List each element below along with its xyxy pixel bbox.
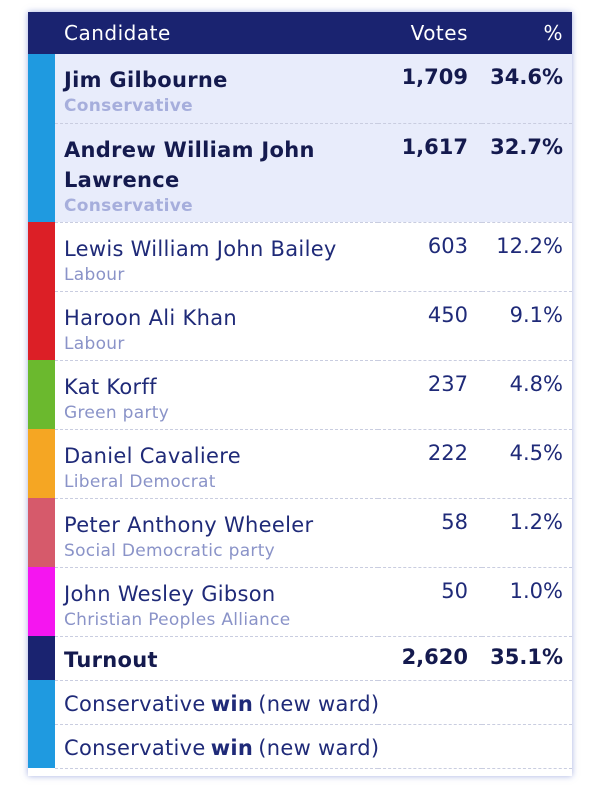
party-color-bar <box>28 567 55 636</box>
candidate-name: Jim Gilbourne <box>64 68 228 92</box>
candidate-party: Labour <box>64 333 125 354</box>
table-row: Peter Anthony Wheeler Social Democratic … <box>28 498 572 568</box>
result-win-label: win <box>210 735 254 760</box>
candidate-name: Kat Korff <box>64 374 157 399</box>
table-header-row: Candidate Votes % <box>28 12 572 54</box>
candidate-party: Conservative <box>64 195 194 216</box>
turnout-row: Turnout 2,620 35.1% <box>28 636 572 681</box>
candidate-cell: Daniel Cavaliere Liberal Democrat <box>55 429 378 499</box>
table-row: Kat Korff Green party 237 4.8% <box>28 360 572 430</box>
candidate-cell: Lewis William John Bailey Labour <box>55 222 378 292</box>
result-cell: Conservative win (new ward) <box>55 680 572 725</box>
candidate-name: Daniel Cavaliere <box>64 443 241 468</box>
candidate-votes: 237 <box>378 360 482 430</box>
table-row: Lewis William John Bailey Labour 603 12.… <box>28 222 572 292</box>
header-percent: % <box>482 12 572 54</box>
result-party: Conservative <box>64 735 206 760</box>
candidate-party: Christian Peoples Alliance <box>64 609 291 630</box>
header-votes: Votes <box>378 12 482 54</box>
table-row: Daniel Cavaliere Liberal Democrat 222 4.… <box>28 429 572 499</box>
candidate-party: Social Democratic party <box>64 540 276 561</box>
candidate-name: Lewis William John Bailey <box>64 236 337 261</box>
candidate-votes: 1,617 <box>378 123 482 223</box>
party-color-bar <box>28 222 55 291</box>
candidate-name: Peter Anthony Wheeler <box>64 512 314 537</box>
candidate-cell: Peter Anthony Wheeler Social Democratic … <box>55 498 378 568</box>
candidate-votes: 58 <box>378 498 482 568</box>
candidate-party: Labour <box>64 264 125 285</box>
candidate-party: Liberal Democrat <box>64 471 216 492</box>
election-results-table: Candidate Votes % Jim Gilbourne Conserva… <box>28 12 572 769</box>
candidate-cell: Jim Gilbourne Conservative <box>55 54 378 124</box>
table-row: Andrew William John Lawrence Conservativ… <box>28 123 572 223</box>
candidate-votes: 603 <box>378 222 482 292</box>
candidate-party: Green party <box>64 402 170 423</box>
result-color-bar <box>28 680 55 724</box>
candidate-percent: 32.7% <box>482 123 572 223</box>
candidate-name: Haroon Ali Khan <box>64 305 237 330</box>
result-row: Conservative win (new ward) <box>28 724 572 769</box>
election-results-box: Candidate Votes % Jim Gilbourne Conserva… <box>28 12 572 776</box>
candidate-cell: Andrew William John Lawrence Conservativ… <box>55 123 378 223</box>
candidate-percent: 1.2% <box>482 498 572 568</box>
table-row: Jim Gilbourne Conservative 1,709 34.6% <box>28 54 572 124</box>
header-color-cell <box>28 12 55 54</box>
party-color-bar <box>28 54 55 123</box>
result-color-bar <box>28 724 55 768</box>
table-row: Haroon Ali Khan Labour 450 9.1% <box>28 291 572 361</box>
candidate-cell: John Wesley Gibson Christian Peoples All… <box>55 567 378 637</box>
candidate-cell: Kat Korff Green party <box>55 360 378 430</box>
party-color-bar <box>28 429 55 498</box>
result-note: (new ward) <box>258 691 380 716</box>
candidate-percent: 9.1% <box>482 291 572 361</box>
result-party: Conservative <box>64 691 206 716</box>
turnout-label-cell: Turnout <box>55 636 378 681</box>
candidate-name: John Wesley Gibson <box>64 581 276 606</box>
candidate-percent: 4.5% <box>482 429 572 499</box>
result-win-label: win <box>210 691 254 716</box>
candidate-party: Conservative <box>64 96 194 116</box>
candidate-percent: 1.0% <box>482 567 572 637</box>
candidate-votes: 50 <box>378 567 482 637</box>
candidate-percent: 12.2% <box>482 222 572 292</box>
candidate-percent: 4.8% <box>482 360 572 430</box>
party-color-bar <box>28 498 55 567</box>
header-candidate: Candidate <box>55 12 378 54</box>
turnout-votes: 2,620 <box>378 636 482 681</box>
result-row: Conservative win (new ward) <box>28 680 572 725</box>
result-cell: Conservative win (new ward) <box>55 724 572 769</box>
candidate-cell: Haroon Ali Khan Labour <box>55 291 378 361</box>
table-row: John Wesley Gibson Christian Peoples All… <box>28 567 572 637</box>
turnout-color-bar <box>28 636 55 680</box>
turnout-percent: 35.1% <box>482 636 572 681</box>
candidate-votes: 450 <box>378 291 482 361</box>
party-color-bar <box>28 123 55 222</box>
candidate-votes: 222 <box>378 429 482 499</box>
candidate-votes: 1,709 <box>378 54 482 124</box>
party-color-bar <box>28 291 55 360</box>
turnout-label: Turnout <box>64 647 158 672</box>
candidate-name: Andrew William John Lawrence <box>64 137 315 192</box>
candidate-percent: 34.6% <box>482 54 572 124</box>
party-color-bar <box>28 360 55 429</box>
result-note: (new ward) <box>258 735 380 760</box>
